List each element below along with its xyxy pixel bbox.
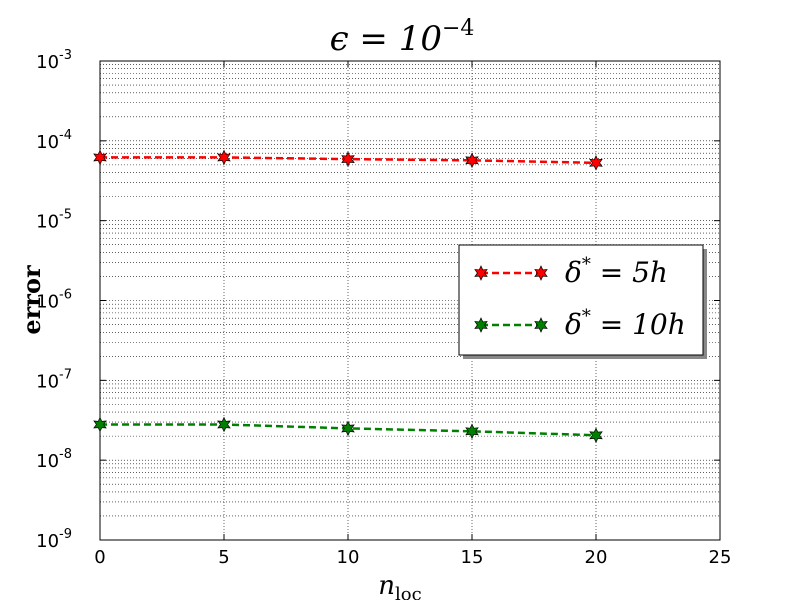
y-tick-label: 10-3 xyxy=(36,48,72,73)
data-point xyxy=(93,416,107,433)
data-point xyxy=(341,420,355,437)
data-point xyxy=(589,155,603,171)
y-tick-label: 10-8 xyxy=(36,447,72,472)
legend-entry: δ* = 5h xyxy=(474,254,668,289)
legend-marker xyxy=(474,317,488,333)
x-tick-label: 15 xyxy=(461,547,484,568)
y-tick-label: 10-4 xyxy=(36,128,72,153)
legend-box xyxy=(458,244,704,356)
series xyxy=(93,149,603,171)
series xyxy=(93,416,603,444)
data-point xyxy=(341,151,355,167)
data-point xyxy=(217,149,231,166)
legend-marker xyxy=(534,265,548,281)
y-tick-label-exponent: -7 xyxy=(59,367,72,382)
data-point xyxy=(217,416,231,433)
chart-title-exponent: −4 xyxy=(442,16,474,41)
legend: δ* = 5h δ* = 10h xyxy=(458,244,707,359)
data-point xyxy=(465,423,479,440)
y-tick-label-exponent: -3 xyxy=(59,48,72,63)
legend-marker xyxy=(534,317,548,333)
chart-title: ϵ = 10−4 xyxy=(330,16,475,59)
y-tick-label-exponent: -8 xyxy=(59,447,72,462)
y-tick-label: 10-7 xyxy=(36,367,72,392)
data-point xyxy=(589,427,603,444)
x-tick-label: 10 xyxy=(337,547,360,568)
x-tick-label: 20 xyxy=(585,547,608,568)
y-axis-label: error xyxy=(17,265,46,335)
series-layer xyxy=(93,149,603,444)
x-axis-label-subscript: loc xyxy=(395,584,422,600)
x-tick-label: 25 xyxy=(709,547,732,568)
data-point xyxy=(93,149,107,166)
legend-entry: δ* = 10h xyxy=(474,306,686,341)
legend-marker xyxy=(474,265,488,281)
y-tick-label: 10-5 xyxy=(36,208,72,233)
x-tick-label: 0 xyxy=(94,547,105,568)
y-tick-label-exponent: -5 xyxy=(59,208,72,223)
legend-label: δ* = 5h xyxy=(565,254,668,289)
x-axis-label: nloc xyxy=(378,571,421,600)
y-tick-label-exponent: -4 xyxy=(59,128,72,143)
legend-label: δ* = 10h xyxy=(565,306,686,341)
y-tick-label: 10-9 xyxy=(36,527,72,552)
y-tick-label-exponent: -9 xyxy=(59,527,72,542)
y-tick-label-exponent: -6 xyxy=(59,288,72,303)
x-tick-label: 5 xyxy=(218,547,229,568)
data-point xyxy=(465,152,479,169)
